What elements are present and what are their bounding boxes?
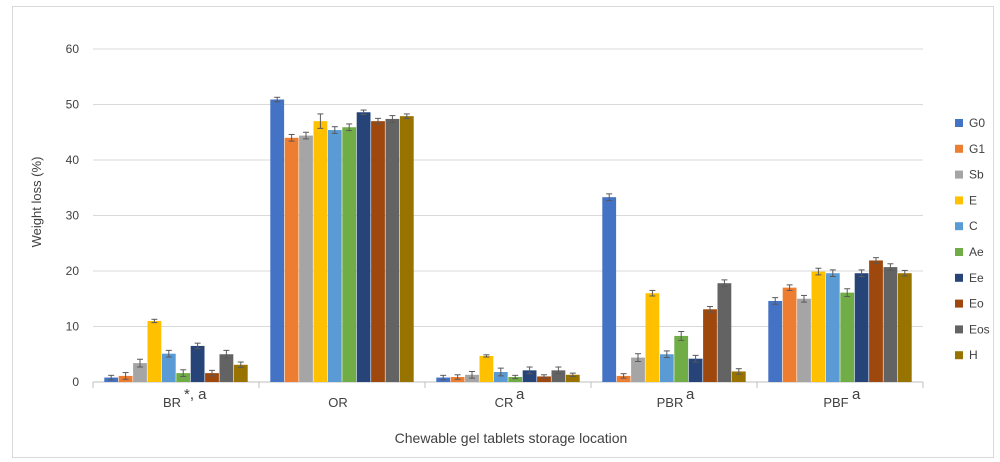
- bar-Eo-PBF: [869, 260, 883, 382]
- legend-swatch-Eos: [955, 325, 963, 334]
- legend-label-H: H: [969, 348, 978, 362]
- legend-label-Ee: Ee: [969, 271, 984, 285]
- legend-label-Eos: Eos: [969, 322, 990, 336]
- bar-E-PBR: [645, 293, 660, 382]
- bar-Ee-OR: [356, 112, 371, 383]
- bar-C-BR: [161, 353, 176, 382]
- x-category-label: CR: [495, 395, 514, 410]
- legend-swatch-C: [955, 222, 963, 231]
- bar-Sb-BR: [133, 363, 147, 382]
- bar-H-OR: [399, 116, 414, 382]
- bar-Eos-BR: [219, 354, 234, 382]
- legend-swatch-Ee: [955, 273, 963, 282]
- x-axis-label: Chewable gel tablets storage location: [395, 430, 628, 446]
- bar-C-OR: [327, 130, 342, 382]
- bar-G1-PBF: [782, 287, 797, 382]
- bar-Ae-CR: [508, 377, 523, 382]
- legend-label-Eo: Eo: [969, 297, 984, 311]
- bar-Ae-PBF: [840, 292, 855, 382]
- bar-H-BR: [233, 364, 248, 382]
- bar-H-PBF: [897, 273, 912, 382]
- y-tick-label: 20: [66, 264, 80, 278]
- legend-swatch-E: [955, 196, 963, 205]
- bar-Eos-CR: [551, 370, 566, 382]
- bar-C-CR: [493, 372, 508, 382]
- bars: [104, 99, 912, 383]
- bar-G0-PBF: [768, 300, 783, 382]
- y-tick-label: 10: [66, 320, 80, 334]
- bar-Ae-BR: [176, 373, 191, 382]
- bar-Eo-PBR: [703, 309, 717, 382]
- x-category-annotation: a: [516, 386, 525, 403]
- error-bars: [108, 96, 908, 381]
- bar-Eo-CR: [537, 376, 551, 382]
- bar-C-PBF: [825, 273, 840, 382]
- x-category-annotation: a: [686, 386, 695, 403]
- x-category-label: BR: [163, 395, 181, 410]
- legend-label-C: C: [969, 219, 978, 233]
- x-category-label: PBR: [657, 395, 684, 410]
- bar-Eos-PBF: [883, 267, 898, 382]
- legend-swatch-Sb: [955, 170, 963, 179]
- bar-G1-PBR: [616, 375, 631, 382]
- bar-E-OR: [313, 121, 328, 383]
- bar-G0-OR: [270, 99, 285, 382]
- bar-G1-OR: [284, 137, 299, 382]
- y-tick-label: 40: [66, 153, 80, 167]
- grid-lines: [92, 48, 924, 388]
- y-tick-label: 0: [72, 375, 79, 389]
- bar-Sb-PBR: [631, 357, 645, 382]
- legend-swatch-Eo: [955, 299, 963, 308]
- x-category-label: PBF: [823, 395, 848, 410]
- bar-Eo-OR: [371, 121, 385, 383]
- bar-Sb-OR: [299, 135, 313, 382]
- chart-frame: 0 10 20 30 40 50 60 BR *, a OR CR a PBR a PBF a G0 G1 Sb…: [12, 6, 994, 458]
- y-axis-label: Weight loss (%): [29, 157, 44, 248]
- legend: G0 G1 Sb EC Ae Ee Eo Eos H: [955, 116, 990, 362]
- bar-Sb-PBF: [797, 298, 811, 382]
- legend-label-G1: G1: [969, 142, 985, 156]
- bar-Ae-OR: [342, 127, 357, 382]
- legend-label-Sb: Sb: [969, 168, 984, 182]
- legend-swatch-G1: [955, 144, 963, 153]
- y-tick-label: 60: [66, 42, 80, 56]
- bar-Ee-PBF: [854, 273, 869, 382]
- y-tick-labels: 0 10 20 30 40 50 60: [66, 42, 80, 389]
- y-tick-label: 30: [66, 209, 80, 223]
- bar-Ae-PBR: [674, 335, 689, 382]
- legend-swatch-Ae: [955, 248, 963, 256]
- legend-swatch-G0: [955, 119, 963, 127]
- bar-Eos-PBR: [717, 283, 732, 382]
- bar-Eo-BR: [205, 373, 219, 382]
- legend-label-E: E: [969, 193, 977, 207]
- bar-E-BR: [147, 320, 162, 382]
- x-category-labels: BR *, a OR CR a PBR a PBF a: [163, 386, 861, 410]
- bar-E-CR: [479, 355, 494, 382]
- legend-label-Ae: Ae: [969, 245, 984, 259]
- bar-H-CR: [565, 374, 580, 382]
- x-category-label: OR: [328, 395, 348, 410]
- legend-label-G0: G0: [969, 116, 985, 130]
- bar-Ee-PBR: [688, 358, 703, 382]
- bar-Eos-OR: [385, 118, 400, 383]
- legend-swatch-H: [955, 351, 963, 360]
- bar-H-PBR: [731, 371, 746, 382]
- bar-Ee-BR: [190, 345, 205, 382]
- y-tick-label: 50: [66, 98, 80, 112]
- bar-E-PBF: [811, 271, 826, 382]
- x-category-annotation: a: [852, 386, 861, 403]
- bar-G0-PBR: [602, 197, 617, 382]
- x-category-annotation: *, a: [184, 386, 207, 403]
- bar-C-PBR: [659, 354, 674, 382]
- bar-Ee-CR: [522, 370, 537, 382]
